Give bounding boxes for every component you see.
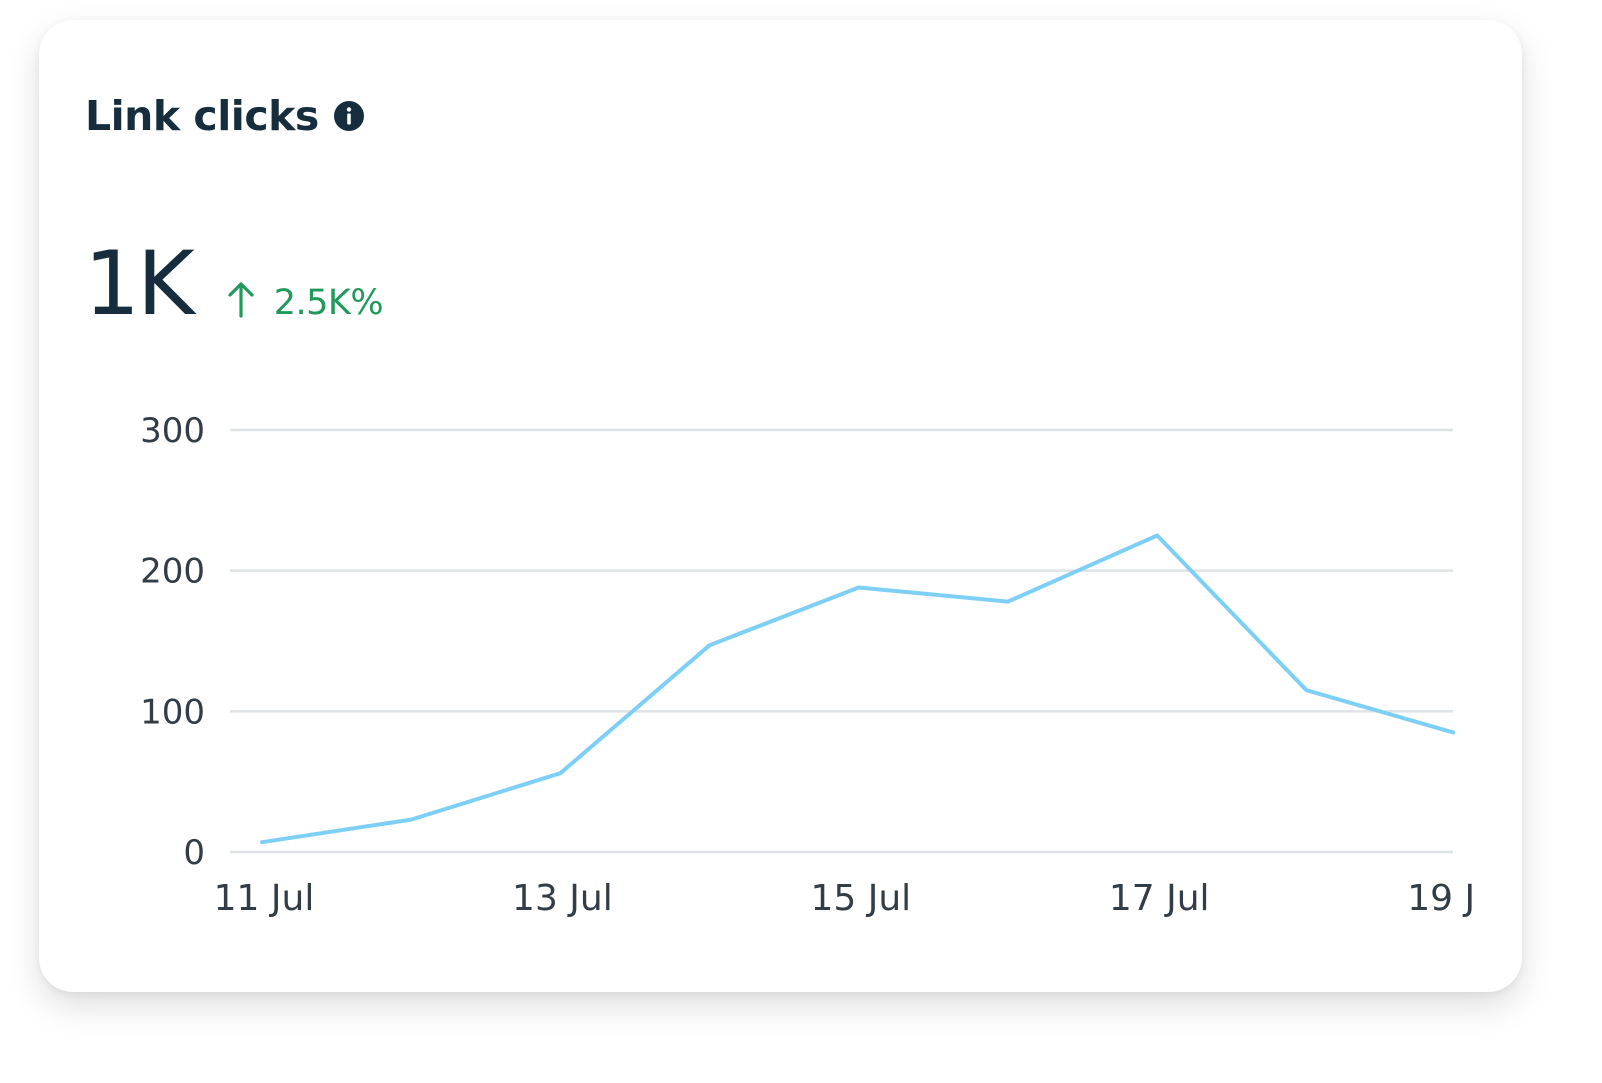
y-tick-label-0: 0 (183, 833, 205, 873)
arrow-up-icon (226, 280, 256, 320)
x-tick-label: 11 Jul (214, 878, 315, 919)
metric-value: 1K (84, 232, 195, 335)
trend-value: 2.5K% (273, 283, 384, 323)
card-header: Link clicks (85, 92, 365, 140)
x-tick-label: 19 Jul (1407, 878, 1508, 919)
card-title: Link clicks (85, 92, 319, 140)
y-tick-label-100: 100 (140, 692, 205, 732)
x-tick-label: 17 Jul (1109, 878, 1210, 919)
info-icon[interactable] (333, 100, 365, 132)
series-line (260, 533, 1455, 845)
y-tick-label-300: 300 (140, 411, 205, 451)
y-tick-label-200: 200 (140, 552, 205, 592)
trend-indicator: 2.5K% (226, 274, 384, 323)
metric-summary: 1K 2.5K% (84, 232, 384, 335)
link-clicks-card: Link clicks 1K 2.5K% (39, 20, 1522, 992)
x-tick-label: 13 Jul (512, 878, 613, 919)
x-tick-label: 15 Jul (810, 878, 911, 919)
